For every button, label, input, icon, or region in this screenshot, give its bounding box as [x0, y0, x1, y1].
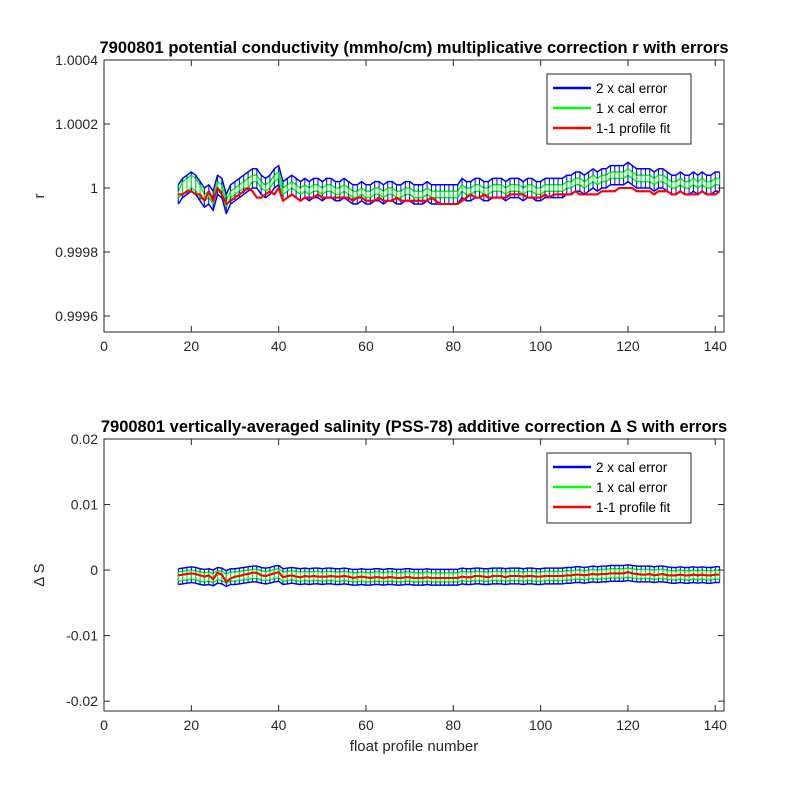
plot-series	[177, 161, 721, 215]
y-tick-label: 0.9998	[55, 244, 98, 260]
chart-salinity-correction: 0 20 40 60 80 100 120 140 -0.02 -0.01 0 0.01 0.02790…	[31, 418, 727, 755]
legend-label: 1 x cal error	[596, 101, 668, 116]
x-tick-label: 20	[184, 717, 200, 733]
plot-series	[177, 564, 721, 588]
y-tick-label: 1.0002	[55, 116, 98, 132]
y-tick-label: 0.9996	[55, 308, 98, 324]
y-tick-label: 0.02	[71, 431, 98, 447]
legend: 2 x cal error 1 x cal error 1-1 profile fi…	[546, 452, 692, 524]
legend-label: 2 x cal error	[596, 460, 668, 475]
x-tick-label: 40	[271, 717, 287, 733]
x-tick-label: 40	[271, 338, 287, 354]
chart-title: 7900801 potential conductivity (mmho/cm)…	[100, 39, 729, 57]
x-tick-label: 0	[100, 338, 108, 354]
series-line-2-x-cal-error-lower	[178, 579, 720, 588]
x-tick-label: 60	[358, 717, 374, 733]
y-axis-label: r	[31, 194, 48, 199]
legend-label: 1-1 profile fit	[596, 500, 671, 515]
y-tick-label: 1	[90, 180, 98, 196]
axes-box	[103, 59, 725, 333]
chart-title: 7900801 vertically-averaged salinity (PS…	[101, 418, 727, 436]
x-tick-label: 120	[616, 338, 640, 354]
legend-label: 1 x cal error	[596, 480, 668, 495]
y-axis-label: Δ S	[31, 563, 48, 586]
x-axis-label: float profile number	[350, 738, 478, 755]
x-tick-label: 20	[184, 338, 200, 354]
y-tick-label: -0.01	[66, 628, 98, 644]
x-tick-label: 100	[529, 717, 553, 733]
y-tick-label: -0.02	[66, 693, 98, 709]
x-tick-label: 60	[358, 338, 374, 354]
y-tick-label: 0.01	[71, 497, 98, 513]
x-tick-label: 0	[100, 717, 108, 733]
legend-label: 2 x cal error	[596, 81, 668, 96]
chart-conductivity-correction: 0 20 40 60 80 100 120 140 0.9996 0.9998 1 1.0002 1.0…	[31, 39, 729, 354]
y-tick-label: 0	[90, 562, 98, 578]
series-line-profile-fit-top	[178, 571, 720, 583]
series-line-profile-fit-top	[178, 187, 721, 205]
x-tick-label: 140	[704, 717, 728, 733]
x-tick-label: 120	[616, 717, 640, 733]
legend-label: 1-1 profile fit	[596, 121, 671, 136]
legend: 2 x cal error 1 x cal error 1-1 profile fi…	[546, 73, 692, 145]
x-tick-label: 140	[704, 338, 728, 354]
y-tick-label: 1.0004	[55, 52, 98, 68]
x-tick-label: 100	[529, 338, 553, 354]
x-tick-label: 80	[446, 338, 462, 354]
axes-box	[103, 438, 725, 712]
x-tick-label: 80	[446, 717, 462, 733]
